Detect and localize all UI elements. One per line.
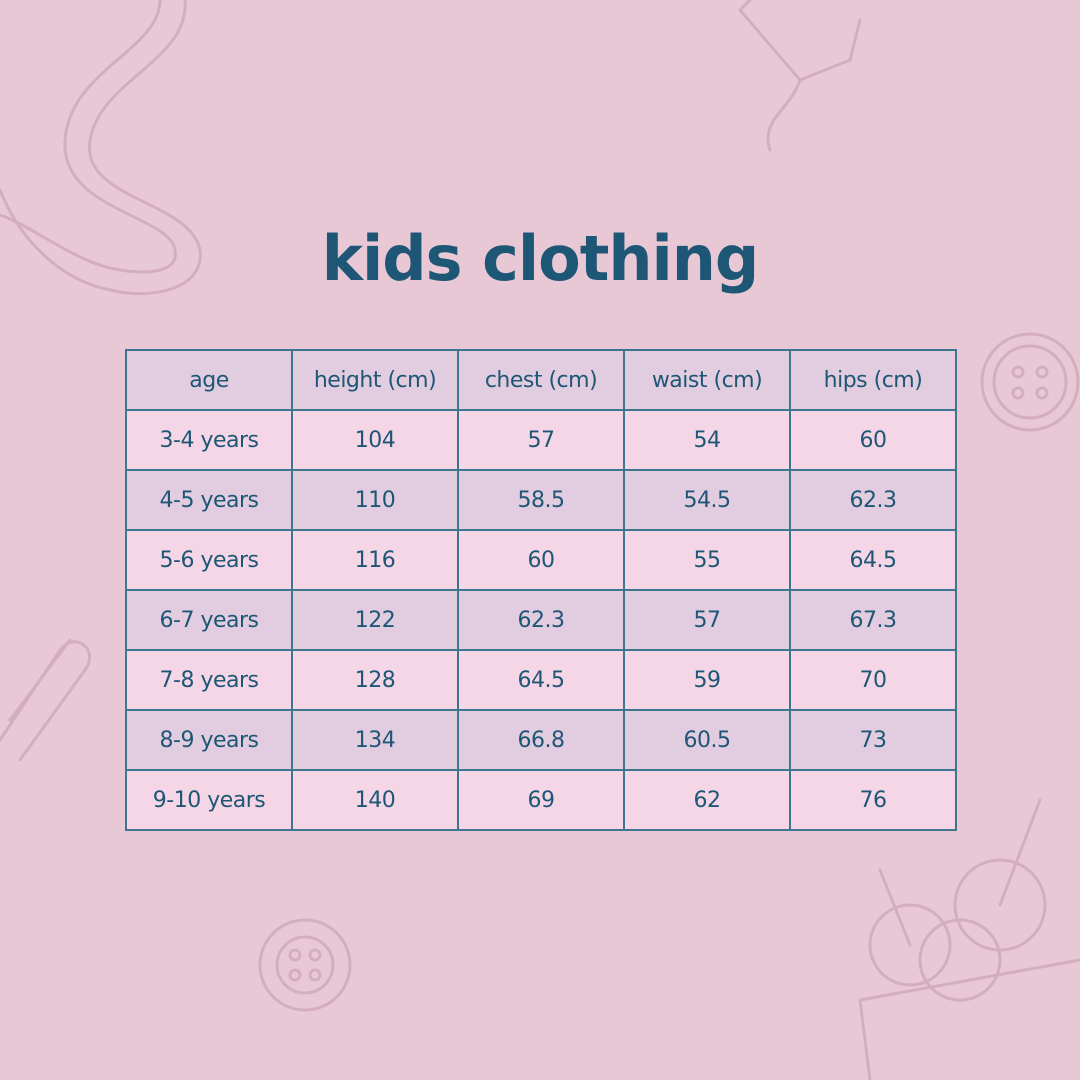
flower-button-icon xyxy=(258,918,352,1012)
header-waist: waist (cm) xyxy=(623,349,791,411)
cell-chest: 58.5 xyxy=(457,469,625,531)
thread-spool-icon xyxy=(738,0,862,152)
cell-height: 140 xyxy=(291,769,459,831)
cell-chest: 69 xyxy=(457,769,625,831)
header-height: height (cm) xyxy=(291,349,459,411)
table-row: 5-6 years 116 60 55 64.5 xyxy=(125,529,957,591)
cell-chest: 62.3 xyxy=(457,589,625,651)
cell-chest: 66.8 xyxy=(457,709,625,771)
cell-hips: 64.5 xyxy=(789,529,957,591)
cell-age: 8-9 years xyxy=(125,709,293,771)
measuring-tape-icon xyxy=(0,0,202,296)
cell-age: 9-10 years xyxy=(125,769,293,831)
safety-pin-icon xyxy=(0,638,92,762)
cell-height: 116 xyxy=(291,529,459,591)
table-row: 9-10 years 140 69 62 76 xyxy=(125,769,957,831)
cell-waist: 62 xyxy=(623,769,791,831)
yarn-basket-icon xyxy=(858,798,1080,1080)
size-chart-table: age height (cm) chest (cm) waist (cm) hi… xyxy=(125,349,957,831)
cell-age: 7-8 years xyxy=(125,649,293,711)
button-icon xyxy=(980,332,1080,432)
cell-waist: 55 xyxy=(623,529,791,591)
cell-height: 104 xyxy=(291,409,459,471)
header-age: age xyxy=(125,349,293,411)
cell-height: 110 xyxy=(291,469,459,531)
cell-waist: 60.5 xyxy=(623,709,791,771)
cell-age: 6-7 years xyxy=(125,589,293,651)
table-row: 7-8 years 128 64.5 59 70 xyxy=(125,649,957,711)
cell-waist: 54 xyxy=(623,409,791,471)
cell-waist: 57 xyxy=(623,589,791,651)
cell-chest: 64.5 xyxy=(457,649,625,711)
cell-chest: 57 xyxy=(457,409,625,471)
table-row: 8-9 years 134 66.8 60.5 73 xyxy=(125,709,957,771)
table-header-row: age height (cm) chest (cm) waist (cm) hi… xyxy=(125,349,957,411)
cell-hips: 60 xyxy=(789,409,957,471)
table-row: 3-4 years 104 57 54 60 xyxy=(125,409,957,471)
cell-height: 122 xyxy=(291,589,459,651)
cell-waist: 59 xyxy=(623,649,791,711)
cell-height: 128 xyxy=(291,649,459,711)
cell-age: 4-5 years xyxy=(125,469,293,531)
cell-hips: 70 xyxy=(789,649,957,711)
cell-hips: 62.3 xyxy=(789,469,957,531)
cell-age: 3-4 years xyxy=(125,409,293,471)
cell-hips: 73 xyxy=(789,709,957,771)
cell-hips: 67.3 xyxy=(789,589,957,651)
cell-age: 5-6 years xyxy=(125,529,293,591)
header-hips: hips (cm) xyxy=(789,349,957,411)
cell-height: 134 xyxy=(291,709,459,771)
cell-chest: 60 xyxy=(457,529,625,591)
cell-hips: 76 xyxy=(789,769,957,831)
header-chest: chest (cm) xyxy=(457,349,625,411)
cell-waist: 54.5 xyxy=(623,469,791,531)
page-title: kids clothing xyxy=(321,222,760,295)
table-row: 6-7 years 122 62.3 57 67.3 xyxy=(125,589,957,651)
table-row: 4-5 years 110 58.5 54.5 62.3 xyxy=(125,469,957,531)
